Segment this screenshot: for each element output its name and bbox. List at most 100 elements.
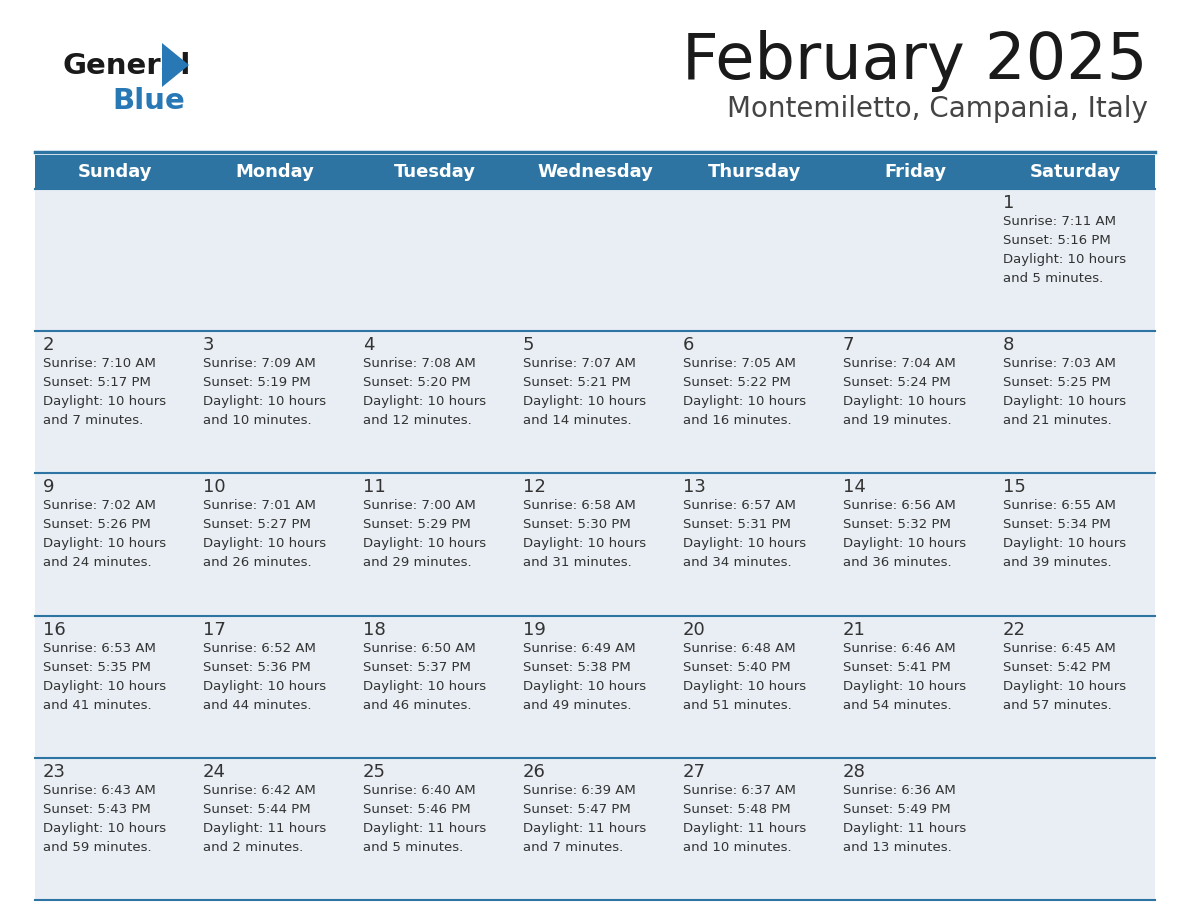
Text: 11: 11 — [364, 478, 386, 497]
Text: Sunrise: 6:46 AM: Sunrise: 6:46 AM — [843, 642, 955, 655]
Text: Sunrise: 6:39 AM: Sunrise: 6:39 AM — [523, 784, 636, 797]
Text: 21: 21 — [843, 621, 866, 639]
Text: and 31 minutes.: and 31 minutes. — [523, 556, 632, 569]
Text: Sunrise: 7:08 AM: Sunrise: 7:08 AM — [364, 357, 475, 370]
Text: Sunrise: 7:11 AM: Sunrise: 7:11 AM — [1003, 215, 1116, 228]
Bar — [34, 757, 195, 900]
Text: Daylight: 10 hours: Daylight: 10 hours — [523, 537, 646, 551]
Bar — [675, 189, 835, 331]
Text: and 26 minutes.: and 26 minutes. — [203, 556, 311, 569]
Text: Sunrise: 6:53 AM: Sunrise: 6:53 AM — [43, 642, 156, 655]
Bar — [355, 189, 516, 331]
Bar — [516, 189, 675, 331]
Text: and 21 minutes.: and 21 minutes. — [1003, 414, 1112, 427]
Text: Sunrise: 7:07 AM: Sunrise: 7:07 AM — [523, 357, 636, 370]
Text: Daylight: 11 hours: Daylight: 11 hours — [683, 822, 807, 834]
Text: 23: 23 — [43, 763, 67, 781]
Text: 24: 24 — [203, 763, 226, 781]
Bar — [516, 616, 675, 757]
Text: Sunset: 5:17 PM: Sunset: 5:17 PM — [43, 376, 151, 389]
Polygon shape — [162, 43, 189, 87]
Bar — [675, 331, 835, 474]
Text: Sunset: 5:37 PM: Sunset: 5:37 PM — [364, 661, 470, 674]
Text: Daylight: 10 hours: Daylight: 10 hours — [364, 396, 486, 409]
Text: Sunset: 5:21 PM: Sunset: 5:21 PM — [523, 376, 631, 389]
Text: 5: 5 — [523, 336, 535, 354]
Text: and 29 minutes.: and 29 minutes. — [364, 556, 472, 569]
Text: Sunset: 5:42 PM: Sunset: 5:42 PM — [1003, 661, 1111, 674]
Text: General: General — [62, 52, 190, 80]
Text: Sunrise: 7:01 AM: Sunrise: 7:01 AM — [203, 499, 316, 512]
Text: Sunset: 5:44 PM: Sunset: 5:44 PM — [203, 803, 310, 816]
Text: Sunset: 5:38 PM: Sunset: 5:38 PM — [523, 661, 631, 674]
Text: Sunrise: 6:49 AM: Sunrise: 6:49 AM — [523, 642, 636, 655]
Text: and 57 minutes.: and 57 minutes. — [1003, 699, 1112, 711]
Text: Sunset: 5:34 PM: Sunset: 5:34 PM — [1003, 519, 1111, 532]
Text: Daylight: 11 hours: Daylight: 11 hours — [523, 822, 646, 834]
Text: Sunrise: 6:55 AM: Sunrise: 6:55 AM — [1003, 499, 1116, 512]
Text: Sunset: 5:31 PM: Sunset: 5:31 PM — [683, 519, 791, 532]
Text: 17: 17 — [203, 621, 226, 639]
Text: and 2 minutes.: and 2 minutes. — [203, 841, 303, 854]
Text: 19: 19 — [523, 621, 545, 639]
Bar — [996, 331, 1155, 474]
Text: Sunset: 5:29 PM: Sunset: 5:29 PM — [364, 519, 470, 532]
Text: Sunset: 5:43 PM: Sunset: 5:43 PM — [43, 803, 151, 816]
Text: 18: 18 — [364, 621, 386, 639]
Text: Thursday: Thursday — [708, 163, 802, 181]
Text: 15: 15 — [1003, 478, 1026, 497]
Text: and 41 minutes.: and 41 minutes. — [43, 699, 152, 711]
Text: Sunrise: 6:45 AM: Sunrise: 6:45 AM — [1003, 642, 1116, 655]
Text: and 36 minutes.: and 36 minutes. — [843, 556, 952, 569]
Bar — [996, 155, 1155, 189]
Bar — [835, 757, 996, 900]
Text: and 13 minutes.: and 13 minutes. — [843, 841, 952, 854]
Bar — [195, 189, 355, 331]
Text: and 7 minutes.: and 7 minutes. — [523, 841, 624, 854]
Text: 9: 9 — [43, 478, 55, 497]
Bar — [516, 474, 675, 616]
Text: Sunrise: 6:50 AM: Sunrise: 6:50 AM — [364, 642, 475, 655]
Text: Daylight: 10 hours: Daylight: 10 hours — [843, 679, 966, 692]
Text: Daylight: 10 hours: Daylight: 10 hours — [523, 396, 646, 409]
Text: Sunset: 5:40 PM: Sunset: 5:40 PM — [683, 661, 791, 674]
Text: Daylight: 10 hours: Daylight: 10 hours — [1003, 253, 1126, 266]
Bar — [195, 474, 355, 616]
Text: 8: 8 — [1003, 336, 1015, 354]
Bar — [675, 757, 835, 900]
Bar — [835, 155, 996, 189]
Bar — [835, 189, 996, 331]
Bar — [195, 616, 355, 757]
Text: 3: 3 — [203, 336, 215, 354]
Bar — [516, 155, 675, 189]
Text: Sunset: 5:46 PM: Sunset: 5:46 PM — [364, 803, 470, 816]
Text: and 14 minutes.: and 14 minutes. — [523, 414, 632, 427]
Text: 12: 12 — [523, 478, 545, 497]
Text: Daylight: 10 hours: Daylight: 10 hours — [203, 396, 327, 409]
Text: and 51 minutes.: and 51 minutes. — [683, 699, 791, 711]
Text: and 12 minutes.: and 12 minutes. — [364, 414, 472, 427]
Text: Sunset: 5:25 PM: Sunset: 5:25 PM — [1003, 376, 1111, 389]
Bar — [516, 757, 675, 900]
Text: Sunrise: 6:56 AM: Sunrise: 6:56 AM — [843, 499, 956, 512]
Text: 14: 14 — [843, 478, 866, 497]
Text: Friday: Friday — [884, 163, 946, 181]
Text: Daylight: 11 hours: Daylight: 11 hours — [364, 822, 486, 834]
Text: Sunset: 5:26 PM: Sunset: 5:26 PM — [43, 519, 151, 532]
Text: and 19 minutes.: and 19 minutes. — [843, 414, 952, 427]
Text: Daylight: 10 hours: Daylight: 10 hours — [43, 822, 166, 834]
Text: Sunset: 5:36 PM: Sunset: 5:36 PM — [203, 661, 311, 674]
Text: and 44 minutes.: and 44 minutes. — [203, 699, 311, 711]
Text: Daylight: 10 hours: Daylight: 10 hours — [843, 396, 966, 409]
Text: Daylight: 10 hours: Daylight: 10 hours — [843, 537, 966, 551]
Text: and 10 minutes.: and 10 minutes. — [203, 414, 311, 427]
Bar — [835, 616, 996, 757]
Text: Sunset: 5:47 PM: Sunset: 5:47 PM — [523, 803, 631, 816]
Text: Sunrise: 7:02 AM: Sunrise: 7:02 AM — [43, 499, 156, 512]
Text: Sunset: 5:16 PM: Sunset: 5:16 PM — [1003, 234, 1111, 247]
Text: Sunset: 5:41 PM: Sunset: 5:41 PM — [843, 661, 950, 674]
Text: Montemiletto, Campania, Italy: Montemiletto, Campania, Italy — [727, 95, 1148, 123]
Text: Daylight: 10 hours: Daylight: 10 hours — [1003, 537, 1126, 551]
Bar — [34, 189, 195, 331]
Text: Daylight: 10 hours: Daylight: 10 hours — [364, 537, 486, 551]
